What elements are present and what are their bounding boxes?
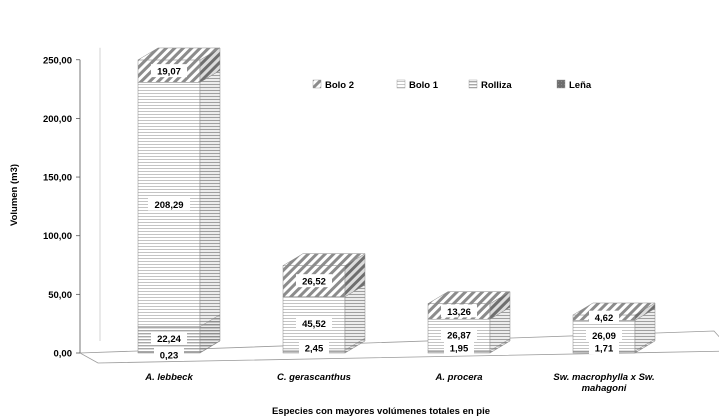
data-label: 13,26: [447, 307, 471, 318]
data-label-box: [299, 341, 329, 354]
legend-label: Bolo 1: [409, 80, 439, 91]
bar-segment-top: [282, 253, 366, 266]
data-label-box: [589, 341, 619, 354]
x-tick-label: A. lebbeck: [144, 372, 193, 383]
x-tick-label: Sw. macrophylla x Sw.: [553, 372, 654, 383]
bar-segment-top: [137, 47, 221, 61]
data-label: 45,52: [302, 319, 326, 330]
data-label-box: [148, 197, 190, 211]
bar-segment-top: [427, 291, 511, 304]
data-label-box: [441, 327, 477, 341]
legend-swatch: [556, 79, 566, 89]
legend-swatch: [312, 79, 322, 89]
data-label-box: [154, 348, 184, 361]
data-label: 26,09: [592, 331, 616, 342]
legend-label: Bolo 2: [325, 80, 354, 91]
data-label: 26,52: [302, 277, 326, 288]
data-label: 1,95: [450, 344, 469, 355]
bar-stack: 2,45 45,52 26,52: [282, 253, 366, 355]
legend-label: Leña: [569, 80, 592, 91]
y-tick-label: 200,00: [43, 114, 72, 125]
legend-label: Rolliza: [481, 80, 512, 91]
data-label-box: [444, 341, 474, 354]
data-label-box: [441, 304, 477, 318]
data-label: 22,24: [157, 334, 181, 345]
data-label-box: [296, 316, 332, 330]
data-label: 4,62: [595, 313, 614, 324]
y-tick-label: 0,00: [54, 349, 73, 360]
x-axis: A. lebbeck C. gerascanthus A. procera Sw. m…: [144, 372, 654, 394]
y-axis-label: Volumen (m3): [9, 164, 20, 226]
data-label: 1,71: [595, 344, 614, 355]
x-tick-label: A. procera: [435, 372, 483, 383]
legend: Bolo 2 Bolo 1 Rolliza Leña: [312, 79, 592, 91]
data-label: 208,29: [154, 200, 183, 211]
data-label: 0,23: [160, 351, 179, 362]
y-tick-label: 50,00: [48, 290, 72, 301]
data-label-box: [151, 331, 187, 345]
y-tick-label: 100,00: [43, 231, 72, 242]
data-label-box: [586, 328, 622, 342]
data-label: 26,87: [447, 330, 471, 341]
bar-stack: 1,95 26,87 13,26: [427, 291, 511, 355]
y-tick-label: 250,00: [43, 55, 72, 66]
x-tick-label: mahagoni: [582, 383, 627, 394]
data-label: 2,45: [305, 344, 324, 355]
data-label-box: [589, 310, 619, 324]
bar-stack: 1,71 26,09 4,62: [572, 302, 656, 355]
y-axis: 0,00 50,00 100,00 150,00 200,00 250,00: [43, 55, 81, 360]
bars: 0,23 22,24 208,29 19,07 2,45 45,52 26,52 1,95 26…: [137, 47, 656, 362]
bar-stack: 0,23 22,24 208,29 19,07: [137, 47, 221, 362]
x-axis-label: Especies con mayores volúmenes totales e…: [272, 406, 490, 417]
x-tick-label: C. gerascanthus: [277, 372, 351, 383]
bar-segment-side: [199, 69, 221, 328]
legend-swatch: [396, 79, 406, 89]
data-label-box: [151, 64, 187, 78]
data-label-box: [296, 274, 332, 288]
legend-swatch: [468, 79, 478, 89]
y-tick-label: 150,00: [43, 173, 72, 184]
data-label: 19,07: [157, 67, 181, 78]
